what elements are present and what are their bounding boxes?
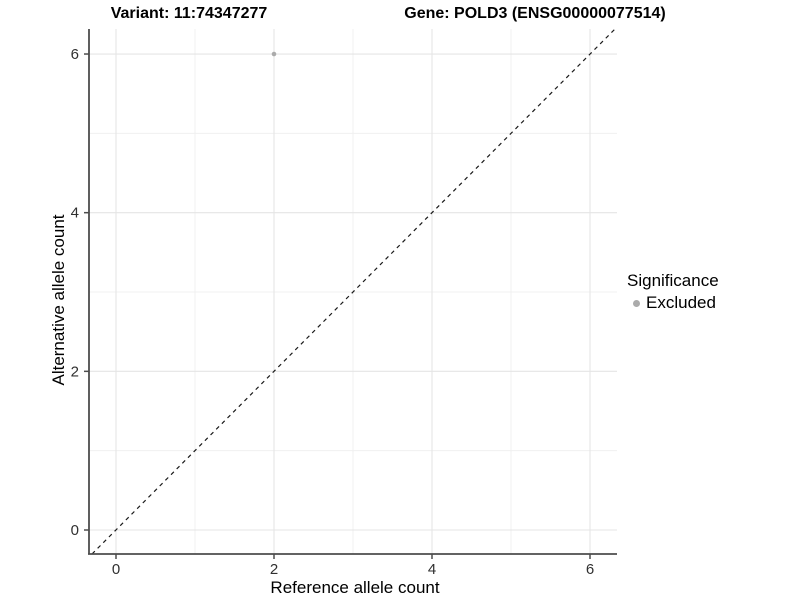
legend-item-label: Excluded — [646, 293, 716, 312]
legend-title: Significance — [627, 271, 719, 290]
x-axis-title: Reference allele count — [270, 578, 440, 597]
x-tick-label: 4 — [428, 561, 436, 578]
y-axis-title: Alternative allele count — [49, 214, 68, 386]
x-tick-label: 6 — [586, 561, 594, 578]
plot-title-variant: Variant: 11:74347277 — [110, 5, 268, 22]
y-tick-label: 2 — [71, 363, 79, 380]
x-tick-label: 2 — [270, 561, 278, 578]
legend-point-icon — [633, 299, 640, 307]
x-tick-label: 0 — [112, 561, 120, 578]
legend-item-excluded: Excluded — [627, 293, 719, 313]
y-tick-label: 0 — [71, 522, 79, 539]
y-tick-label: 6 — [71, 46, 79, 63]
plot-title-gene: Gene: POLD3 (ENSG00000077514) — [404, 5, 666, 22]
data-point — [271, 51, 277, 57]
y-tick-label: 4 — [71, 205, 79, 222]
legend: Significance Excluded — [627, 271, 719, 313]
identity-dashed-line — [91, 28, 616, 555]
